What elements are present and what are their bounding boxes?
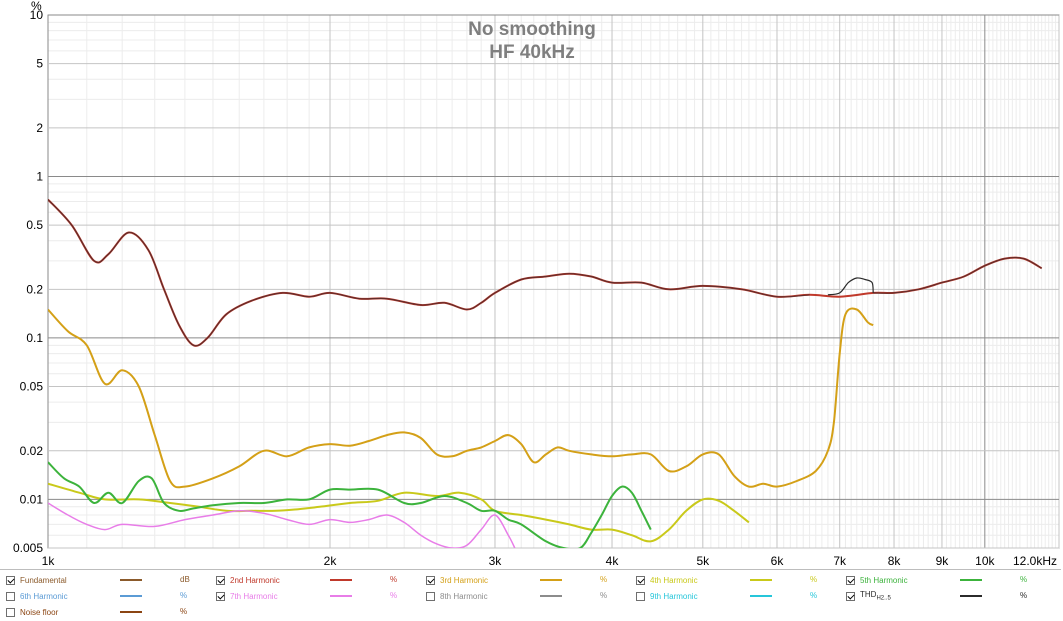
legend-unit: % — [180, 591, 188, 600]
legend-swatch — [960, 579, 982, 581]
y-unit-label: % — [31, 0, 42, 13]
legend-unit: % — [810, 591, 818, 600]
series-7th-harmonic — [48, 502, 516, 548]
chart-subtitle: HF 40kHz — [489, 42, 575, 63]
legend-item-noise-floor: Noise floor — [6, 604, 58, 620]
legend-checkbox-8th-harmonic[interactable] — [426, 591, 435, 601]
x-tick-label: 4k — [606, 554, 620, 568]
legend-label: 9th Harmonic — [650, 591, 698, 601]
legend-item-7th-harmonic: 7th Harmonic — [216, 588, 278, 604]
legend-unit: % — [180, 607, 188, 616]
y-tick-label: 5 — [36, 57, 43, 71]
legend-unit: % — [1020, 591, 1028, 600]
legend-swatch — [750, 595, 772, 597]
legend-item-9th-harmonic: 9th Harmonic — [636, 588, 698, 604]
x-tick-label: 1k — [42, 554, 56, 568]
legend-swatch — [960, 595, 982, 597]
legend-swatch — [120, 579, 142, 581]
y-tick-label: 0.005 — [13, 541, 43, 555]
thd-chart: 1k 2k 3k 4k 5k 6k 7k 8k 9k 10k 12.0kHz 10 5 2 1 0.5 0.2 0… — [13, 0, 1060, 568]
legend-item-4th-harmonic: 4th Harmonic — [636, 572, 698, 588]
x-tick-label: 9k — [936, 554, 950, 568]
legend-checkbox-noise-floor[interactable] — [6, 607, 15, 617]
series-layer — [48, 198, 1043, 548]
x-tick-label: 8k — [888, 554, 902, 568]
legend-swatch — [120, 595, 142, 597]
grid — [47, 14, 1060, 549]
legend-swatch — [540, 595, 562, 597]
x-tick-label: 10k — [975, 554, 995, 568]
legend: Fundamental dB 2nd Harmonic% 3rd Harmonic% 4… — [0, 569, 1061, 621]
chart-title: No smoothing — [468, 19, 596, 40]
x-tick-label: 3k — [489, 554, 503, 568]
legend-checkbox-9th-harmonic[interactable] — [636, 591, 645, 601]
legend-label: 3rd Harmonic — [440, 575, 489, 585]
legend-label: 5th Harmonic — [860, 575, 908, 585]
x-tick-label: 5k — [696, 554, 710, 568]
legend-unit: dB — [180, 575, 190, 584]
y-tick-label: 0.2 — [26, 282, 43, 296]
x-tick-label: 12.0kHz — [1013, 554, 1057, 568]
y-tick-label: 0.01 — [20, 492, 44, 506]
legend-swatch — [330, 595, 352, 597]
legend-item-fundamental: Fundamental — [6, 572, 67, 588]
legend-item-6th-harmonic: 6th Harmonic — [6, 588, 68, 604]
legend-label: 4th Harmonic — [650, 575, 698, 585]
y-tick-label: 1 — [36, 169, 43, 183]
x-tick-label: 2k — [324, 554, 338, 568]
series-thd-h2-5 — [827, 277, 874, 296]
legend-label: THDH2..5 — [860, 590, 891, 602]
legend-swatch — [540, 579, 562, 581]
y-tick-label: 10 — [30, 8, 44, 22]
legend-checkbox-2nd-harmonic[interactable] — [216, 575, 225, 585]
y-tick-label: 0.5 — [26, 218, 43, 232]
legend-unit: % — [810, 575, 818, 584]
tick-labels: 1k 2k 3k 4k 5k 6k 7k 8k 9k 10k 12.0kHz 10 5 2 1 0.5 0.2 0… — [13, 8, 1057, 568]
series-thd-overlay — [48, 199, 810, 347]
y-tick-label: 0.02 — [20, 444, 44, 458]
y-tick-label: 2 — [36, 121, 43, 135]
legend-item-8th-harmonic: 8th Harmonic — [426, 588, 488, 604]
legend-unit: % — [390, 591, 398, 600]
legend-item-thd: THDH2..5 — [846, 588, 891, 604]
legend-label: 6th Harmonic — [20, 591, 68, 601]
legend-swatch — [120, 611, 142, 613]
plot-area — [47, 14, 1060, 549]
legend-unit: % — [390, 575, 398, 584]
legend-unit: % — [1020, 575, 1028, 584]
legend-checkbox-7th-harmonic[interactable] — [216, 591, 225, 601]
series-5th-harmonic — [48, 461, 652, 548]
legend-checkbox-fundamental[interactable] — [6, 575, 15, 585]
legend-label: 8th Harmonic — [440, 591, 488, 601]
x-tick-label: 6k — [771, 554, 785, 568]
y-tick-label: 0.05 — [20, 380, 44, 394]
legend-unit: % — [600, 591, 608, 600]
legend-checkbox-4th-harmonic[interactable] — [636, 575, 645, 585]
legend-item-2nd-harmonic: 2nd Harmonic — [216, 572, 280, 588]
series-3rd-harmonic — [48, 307, 874, 489]
legend-label: 2nd Harmonic — [230, 575, 280, 585]
legend-checkbox-6th-harmonic[interactable] — [6, 591, 15, 601]
legend-item-5th-harmonic: 5th Harmonic — [846, 572, 908, 588]
x-tick-label: 7k — [833, 554, 847, 568]
y-tick-label: 0.1 — [26, 331, 43, 345]
legend-checkbox-5th-harmonic[interactable] — [846, 575, 855, 585]
legend-label: Fundamental — [20, 575, 67, 585]
legend-checkbox-thd[interactable] — [846, 591, 855, 601]
legend-label: 7th Harmonic — [230, 591, 278, 601]
legend-swatch — [330, 579, 352, 581]
legend-label: Noise floor — [20, 607, 59, 617]
legend-swatch — [750, 579, 772, 581]
series-thd-overlay — [873, 256, 1042, 294]
legend-unit: % — [600, 575, 608, 584]
legend-item-3rd-harmonic: 3rd Harmonic — [426, 572, 488, 588]
legend-checkbox-3rd-harmonic[interactable] — [426, 575, 435, 585]
